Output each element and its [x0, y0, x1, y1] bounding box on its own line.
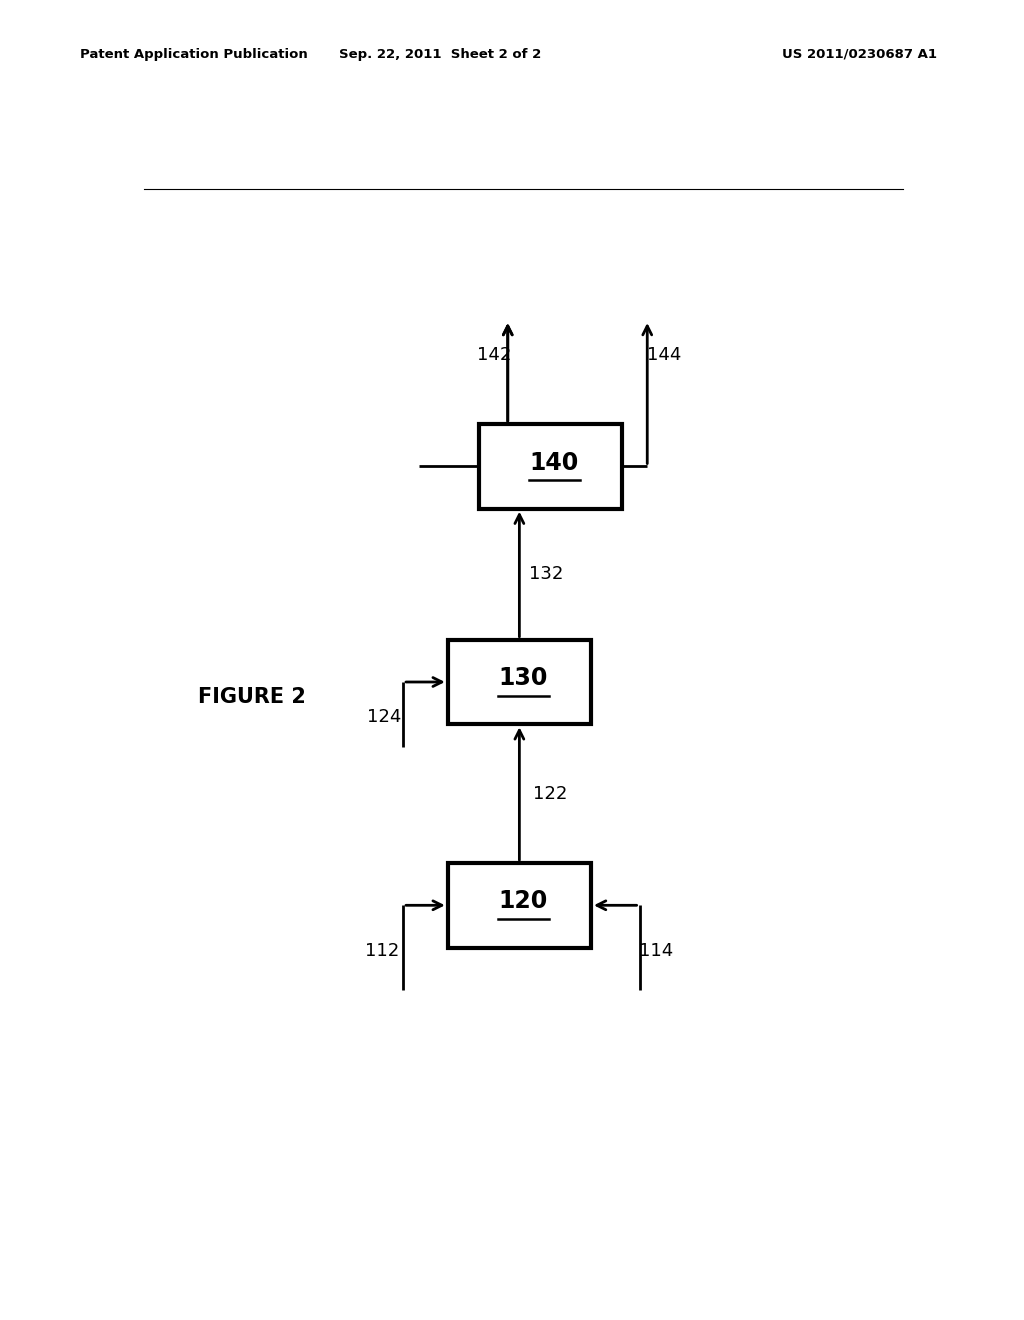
Bar	[447, 863, 591, 948]
Text: FIGURE 2: FIGURE 2	[198, 688, 306, 708]
Text: Sep. 22, 2011  Sheet 2 of 2: Sep. 22, 2011 Sheet 2 of 2	[339, 48, 542, 61]
Bar	[447, 640, 591, 725]
Text: 130: 130	[499, 667, 548, 690]
Text: 122: 122	[532, 784, 567, 803]
Text: 112: 112	[366, 942, 399, 961]
Bar	[478, 424, 622, 508]
Text: 114: 114	[639, 942, 674, 961]
Text: 144: 144	[647, 346, 682, 364]
Text: 132: 132	[529, 565, 564, 583]
Text: US 2011/0230687 A1: US 2011/0230687 A1	[782, 48, 937, 61]
Text: Patent Application Publication: Patent Application Publication	[80, 48, 307, 61]
Text: 120: 120	[499, 890, 548, 913]
Text: 124: 124	[367, 708, 401, 726]
Text: 142: 142	[476, 346, 511, 364]
Text: 140: 140	[529, 450, 579, 475]
